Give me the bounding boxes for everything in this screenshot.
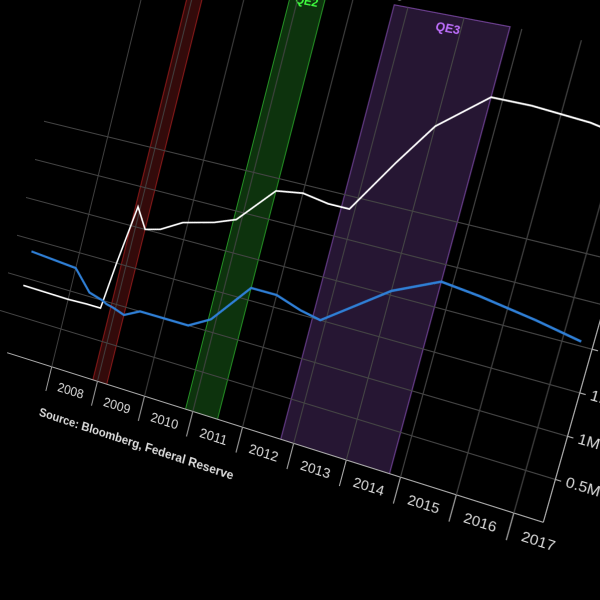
x-tick: [236, 427, 243, 452]
source-note: Source: Bloomberg, Federal Reserve: [38, 405, 235, 483]
grid-line: [0, 121, 600, 305]
x-tick-label: 2010: [149, 409, 180, 432]
y-tick: [555, 479, 561, 481]
x-tick: [506, 513, 514, 540]
x-tick-label: 2008: [56, 379, 85, 401]
grid-line: [0, 266, 555, 480]
grid-line: [0, 230, 568, 437]
x-tick: [91, 381, 97, 405]
x-tick: [138, 396, 144, 421]
x-tick: [287, 443, 294, 469]
x-axis: [7, 353, 543, 523]
x-tick: [393, 477, 400, 503]
x-tick-label: 2012: [247, 441, 280, 465]
y-tick-label: 1M: [576, 430, 600, 453]
y-tick: [580, 393, 586, 395]
x-tick-label: 2015: [406, 491, 442, 517]
chart-subtitle: es holdings: [350, 0, 413, 3]
x-tick-label: 2017: [520, 528, 558, 555]
y-axis: [543, 58, 600, 523]
y-tick: [568, 436, 574, 438]
x-tick-label: 2016: [462, 509, 499, 535]
grid-line: [0, 85, 600, 261]
y-tick: [592, 349, 598, 351]
y-tick-label: 0.5M: [564, 473, 600, 500]
x-tick-label: 2009: [102, 394, 132, 417]
grid-line: [0, 158, 592, 350]
x-tick: [449, 495, 456, 522]
x-tick: [339, 460, 346, 486]
qe-span: [281, 5, 510, 474]
x-tick: [46, 367, 52, 391]
x-tick-label: 2013: [299, 457, 333, 482]
x-tick-label: 2011: [198, 425, 229, 448]
x-tick: [186, 411, 192, 436]
y-tick-label: 1.5M: [588, 387, 600, 413]
x-tick-label: 2014: [352, 474, 387, 499]
